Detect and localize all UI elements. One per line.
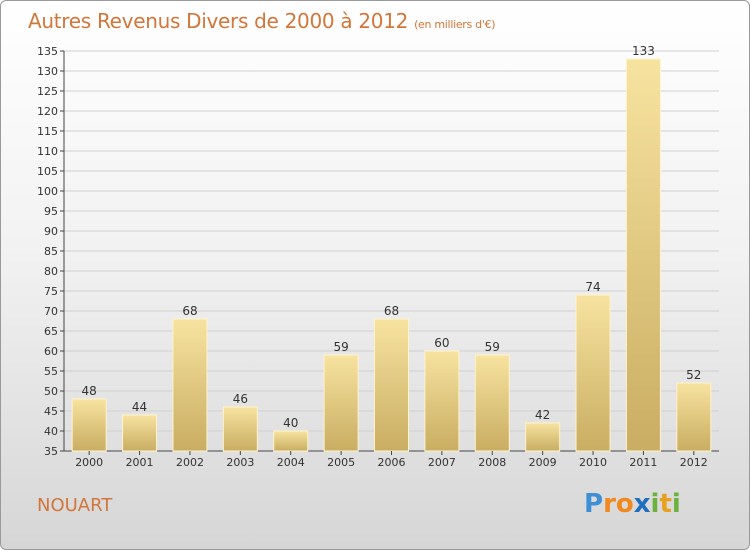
data-label: 42 <box>535 408 550 422</box>
bar <box>374 318 409 452</box>
chart-title: Autres Revenus Divers de 2000 à 2012 (en … <box>28 9 496 33</box>
x-tick-label: 2000 <box>75 456 103 469</box>
logo-letter: P <box>584 489 604 519</box>
y-tick-label: 50 <box>44 385 58 398</box>
data-label: 44 <box>132 400 147 414</box>
y-tick-label: 95 <box>44 205 58 218</box>
y-tick-label: 75 <box>44 285 58 298</box>
bar <box>323 354 359 452</box>
y-tick-label: 35 <box>44 445 58 458</box>
bar <box>676 382 712 452</box>
x-tick-label: 2002 <box>176 456 204 469</box>
bar <box>575 294 611 452</box>
logo-letter: i <box>671 489 681 519</box>
y-tick-label: 105 <box>37 165 58 178</box>
logo-letter: t <box>659 489 672 519</box>
x-tick-label: 2003 <box>226 456 254 469</box>
data-label: 48 <box>82 384 97 398</box>
x-tick-label: 2011 <box>629 456 657 469</box>
y-tick-label: 100 <box>37 185 58 198</box>
x-tick-label: 2007 <box>428 456 456 469</box>
y-tick-label: 130 <box>37 65 58 78</box>
x-tick-label: 2004 <box>277 456 305 469</box>
logo-letter: r <box>603 489 616 519</box>
place-name: NOUART <box>37 495 113 516</box>
y-tick-label: 70 <box>44 305 58 318</box>
x-tick-label: 2012 <box>680 456 708 469</box>
x-tick-label: 2010 <box>579 456 607 469</box>
bar <box>71 398 107 452</box>
data-label: 59 <box>485 340 500 354</box>
title-main: Autres Revenus Divers de 2000 à 2012 <box>28 9 409 33</box>
bar <box>222 406 258 452</box>
x-tick-label: 2006 <box>378 456 406 469</box>
y-tick-label: 40 <box>44 425 58 438</box>
y-tick-label: 90 <box>44 225 58 238</box>
x-tick-label: 2001 <box>126 456 154 469</box>
y-tick-label: 110 <box>37 145 58 158</box>
data-label: 46 <box>233 392 248 406</box>
logo-letter: x <box>633 489 651 519</box>
bar <box>424 350 460 452</box>
title-unit: (en milliers d'€) <box>414 18 496 31</box>
data-label: 68 <box>182 304 197 318</box>
proxiti-logo: Proxiti <box>584 489 681 519</box>
data-label: 68 <box>384 304 399 318</box>
y-tick-label: 80 <box>44 265 58 278</box>
y-tick-label: 125 <box>37 85 58 98</box>
y-tick-label: 115 <box>37 125 58 138</box>
data-label: 133 <box>632 44 655 58</box>
logo-letter: i <box>650 489 660 519</box>
x-tick-label: 2008 <box>478 456 506 469</box>
y-tick-label: 135 <box>37 45 58 58</box>
x-tick-label: 2005 <box>327 456 355 469</box>
data-label: 74 <box>585 280 600 294</box>
data-label: 60 <box>434 336 449 350</box>
data-label: 40 <box>283 416 298 430</box>
y-tick-label: 85 <box>44 245 58 258</box>
y-tick-label: 45 <box>44 405 58 418</box>
logo-letter: o <box>615 489 634 519</box>
y-tick-label: 60 <box>44 345 58 358</box>
y-tick-label: 55 <box>44 365 58 378</box>
y-tick-label: 65 <box>44 325 58 338</box>
bar <box>172 318 208 452</box>
x-tick-label: 2009 <box>529 456 557 469</box>
bar <box>122 414 158 452</box>
y-tick-label: 120 <box>37 105 58 118</box>
bar <box>525 422 561 452</box>
bar <box>474 354 510 452</box>
data-label: 59 <box>333 340 348 354</box>
bar <box>625 58 661 452</box>
bar <box>273 430 309 452</box>
data-label: 52 <box>686 368 701 382</box>
